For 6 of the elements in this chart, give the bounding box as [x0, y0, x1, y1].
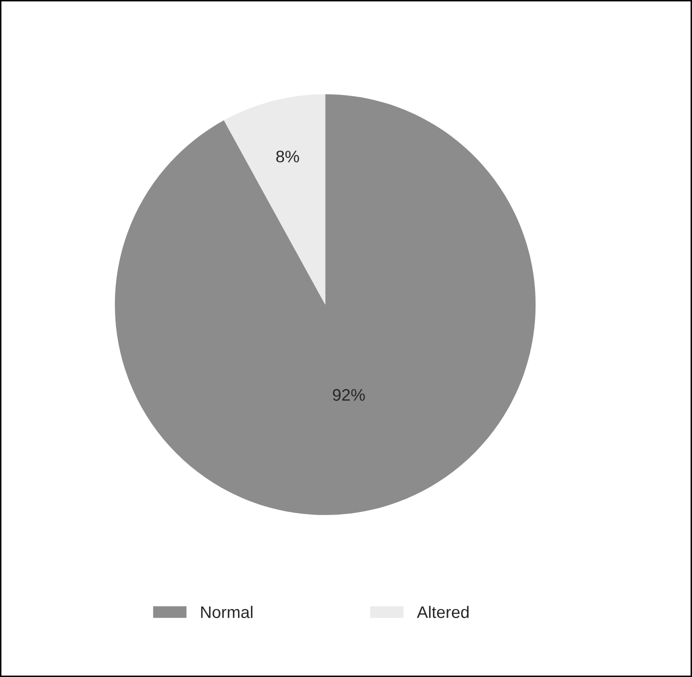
- data-label: 8%: [276, 150, 300, 162]
- data-label: 92%: [332, 389, 365, 401]
- pie-slice: [114, 94, 536, 516]
- legend-label: Normal: [201, 606, 252, 618]
- pie-slice: [224, 94, 326, 305]
- legend-label: Altered: [416, 606, 469, 618]
